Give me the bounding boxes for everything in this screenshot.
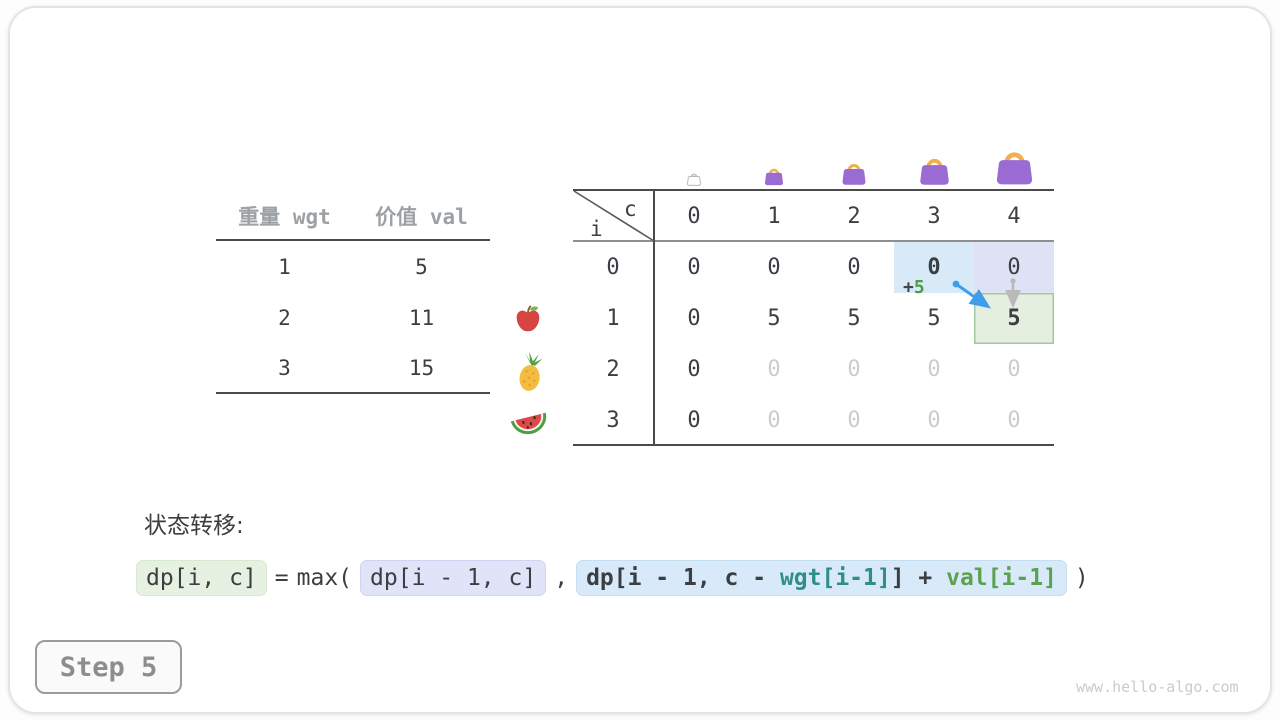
dp-cell-3-2: 0 (847, 408, 861, 433)
items-table-cell: 1 (278, 254, 291, 279)
dp-corner-c-label: c (624, 197, 637, 221)
dp-row-header: 3 (606, 408, 620, 433)
pineapple-icon (513, 351, 551, 393)
formula-arg2-val: val[i-1] (946, 565, 1057, 591)
dp-cell-3-4: 0 (1007, 408, 1021, 433)
value-column-header: 价值 val (375, 205, 468, 229)
dp-cell-1-4: 5 (974, 293, 1054, 344)
transition-label: 状态转移: (144, 513, 244, 539)
weight-column-header: 重量 wgt (238, 205, 331, 229)
dp-cell-0-2: 0 (847, 255, 861, 280)
dp-cell-3-0: 0 (687, 408, 701, 433)
dp-cell-0-1: 0 (767, 255, 781, 280)
items-table-body: 1 5 2 11 3 15 (216, 241, 490, 394)
watermark: www.hello-algo.com (1076, 678, 1239, 696)
dp-corner-diagonal (573, 190, 655, 242)
step-button[interactable]: Step 5 (35, 640, 182, 694)
dp-col-header: 1 (767, 203, 781, 229)
items-table-row: 2 11 (216, 292, 490, 343)
dp-col-header: 4 (1007, 203, 1021, 229)
dp-col-header: 2 (847, 203, 861, 229)
formula-arg2-prefix: dp[i - 1, c - (586, 565, 780, 591)
dp-table-bottom-rule (573, 444, 1054, 446)
formula-arg2-box: dp[i - 1, c - wgt[i-1]] + val[i-1] (576, 560, 1067, 596)
dp-col-header: 0 (687, 203, 701, 229)
dp-col-header: 3 (927, 203, 941, 229)
dp-cell-1-0: 0 (687, 306, 701, 331)
dp-row-header: 0 (606, 255, 620, 280)
dp-cell-0-0: 0 (687, 255, 701, 280)
dp-cell-3-1: 0 (767, 408, 781, 433)
dp-row-header: 1 (606, 306, 620, 331)
formula-equals: = (274, 565, 289, 591)
dp-table-top-rule (573, 189, 1054, 191)
items-table-row: 3 15 (216, 343, 490, 394)
bag-icon (917, 153, 952, 190)
dp-row-header: 2 (606, 357, 620, 382)
dp-cell-1-1: 5 (767, 306, 781, 331)
dp-cell-2-2: 0 (847, 357, 861, 382)
formula-comma: , (554, 565, 569, 591)
items-table-cell: 5 (415, 254, 428, 279)
formula-arg1-box: dp[i - 1, c] (360, 560, 547, 596)
dp-corner-i-label: i (590, 217, 603, 241)
items-table-header: 重量 wgt 价值 val (216, 193, 490, 241)
formula-lhs-box: dp[i, c] (136, 560, 267, 596)
dp-cell-2-4: 0 (1007, 357, 1021, 382)
dp-cell-2-1: 0 (767, 357, 781, 382)
formula-close-paren: ) (1074, 565, 1089, 591)
dp-cell-3-3: 0 (927, 408, 941, 433)
formula-arg2-mid: ] + (890, 565, 947, 591)
items-table-cell: 11 (408, 305, 435, 330)
dp-cell-0-4: 0 (974, 242, 1054, 293)
items-table-cell: 15 (408, 355, 435, 380)
items-table-cell: 3 (278, 355, 291, 380)
formula-arg2-wgt: wgt[i-1] (779, 565, 891, 591)
transition-formula: dp[i, c] = max( dp[i - 1, c] , dp[i - 1,… (136, 560, 1089, 596)
empty-bag-icon (686, 171, 702, 190)
bag-icon (840, 159, 868, 190)
apple-icon (513, 303, 551, 345)
formula-max: max( (296, 565, 353, 591)
transfer-annotation: +5 (903, 277, 925, 298)
figure-card (8, 6, 1272, 714)
dp-table-vertical-rule (653, 189, 655, 446)
items-table-cell: 2 (278, 305, 291, 330)
dp-cell-2-3: 0 (927, 357, 941, 382)
dp-cell-1-3: 5 (927, 306, 941, 331)
bag-icon (763, 165, 785, 190)
dp-cell-1-2: 5 (847, 306, 861, 331)
annotation-plus: + (903, 277, 914, 298)
annotation-value: 5 (913, 277, 925, 298)
dp-table-header-rule (573, 240, 1054, 242)
watermelon-icon (509, 406, 547, 448)
dp-cell-2-0: 0 (687, 357, 701, 382)
bag-icon (993, 145, 1036, 190)
